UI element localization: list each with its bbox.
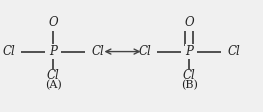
Text: Cl: Cl bbox=[183, 69, 195, 82]
Text: Cl: Cl bbox=[2, 45, 15, 58]
Text: P: P bbox=[49, 45, 57, 58]
Text: Cl: Cl bbox=[47, 69, 60, 82]
Text: Cl: Cl bbox=[91, 45, 104, 58]
Text: O: O bbox=[48, 16, 58, 29]
Text: (A): (A) bbox=[45, 80, 62, 90]
Text: (B): (B) bbox=[181, 80, 198, 90]
Text: P: P bbox=[185, 45, 193, 58]
Text: Cl: Cl bbox=[138, 45, 151, 58]
Text: O: O bbox=[184, 16, 194, 29]
Text: Cl: Cl bbox=[227, 45, 240, 58]
